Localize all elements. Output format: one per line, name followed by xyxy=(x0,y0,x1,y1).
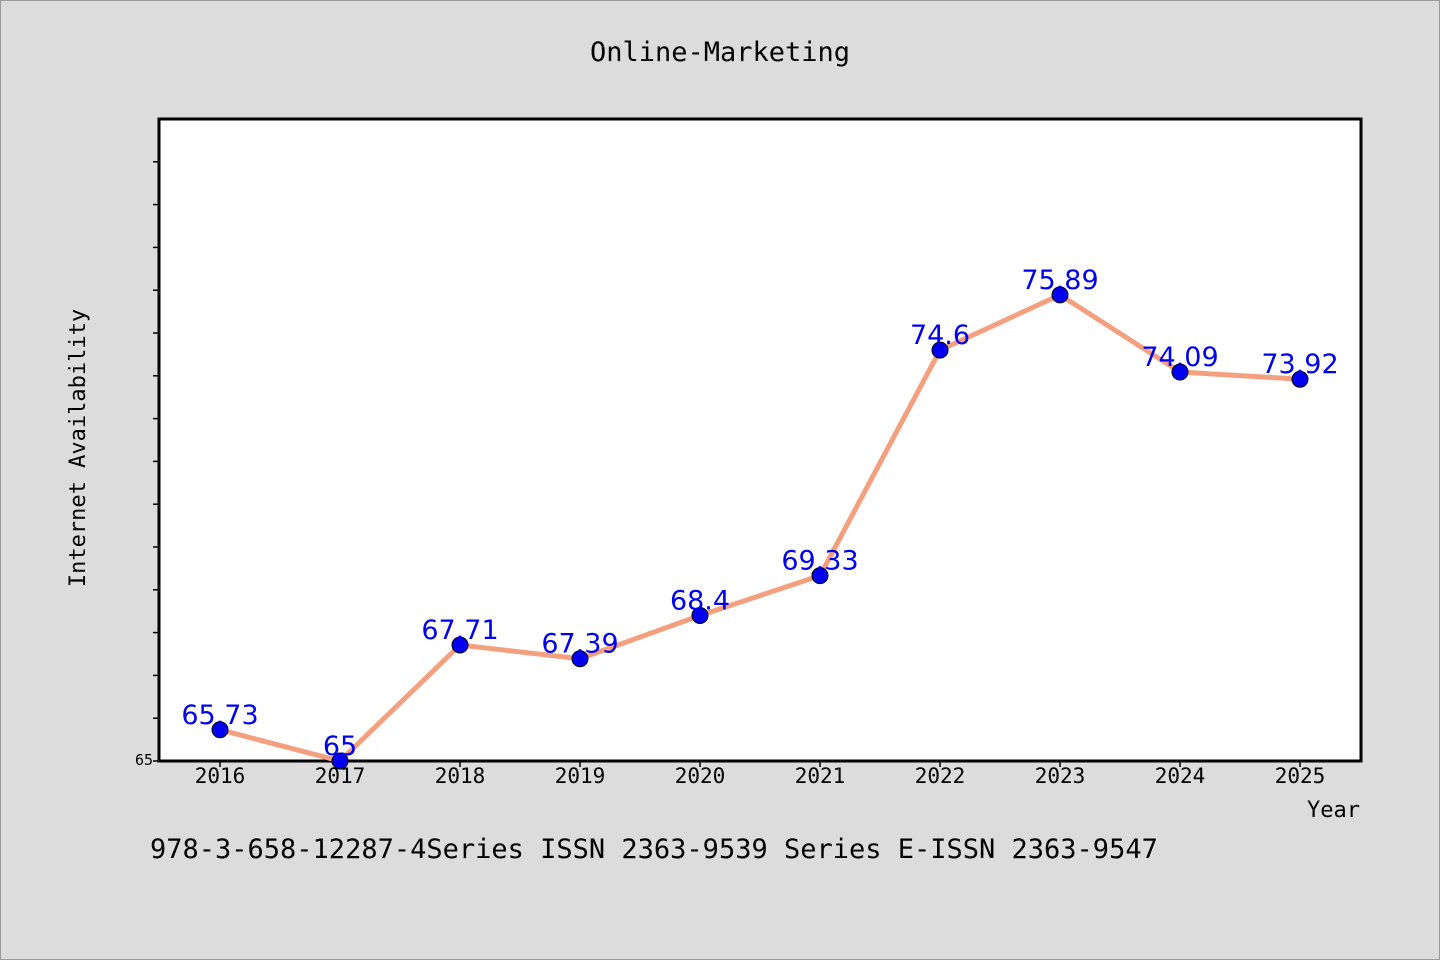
x-tick-label: 2023 xyxy=(1035,764,1086,788)
data-label: 75.89 xyxy=(1021,265,1098,296)
data-point xyxy=(331,752,349,770)
data-label: 65.73 xyxy=(181,700,258,731)
y-axis-label: Internet Availability xyxy=(66,309,91,587)
data-point xyxy=(691,606,709,624)
x-axis-label: Year xyxy=(1307,798,1360,823)
x-axis-ticks: 2016 2017 2018 2019 2020 2021 2022 2023 2024 2025 xyxy=(195,761,1326,788)
data-label: 73.92 xyxy=(1261,349,1338,380)
data-point xyxy=(571,650,589,668)
x-tick-label: 2021 xyxy=(795,764,846,788)
series-layer: 65.73 65 67.71 67.39 68.4 69.33 74.6 75.89 74.09… xyxy=(181,265,1339,770)
footer-isbn: 978-3-658-12287-4Series ISSN 2363-9539 S… xyxy=(150,834,1158,865)
x-tick-label: 2018 xyxy=(435,764,486,788)
data-label: 74.6 xyxy=(910,320,970,351)
x-tick-label: 2019 xyxy=(555,764,606,788)
x-tick-label: 2025 xyxy=(1275,764,1326,788)
plot-area xyxy=(157,117,1363,763)
y-tick-label: 65 xyxy=(135,751,153,769)
series-line xyxy=(217,292,1303,764)
x-tick-label: 2022 xyxy=(915,764,966,788)
data-label: 74.09 xyxy=(1141,342,1218,373)
data-point xyxy=(211,721,229,739)
data-point xyxy=(1051,286,1069,304)
data-label: 67.39 xyxy=(541,629,618,660)
x-tick-label: 2024 xyxy=(1155,764,1206,788)
x-tick-label: 2020 xyxy=(675,764,726,788)
data-point xyxy=(451,636,469,654)
x-tick-label: 2016 xyxy=(195,764,246,788)
data-point xyxy=(1171,363,1189,381)
data-point xyxy=(931,341,949,359)
data-label: 69.33 xyxy=(781,546,858,577)
data-point xyxy=(811,567,829,585)
data-label: 67.71 xyxy=(421,615,498,646)
data-label: 65 xyxy=(323,731,357,762)
y-axis-ticks: 65 xyxy=(135,161,159,769)
chart-title: Online-Marketing xyxy=(590,37,850,68)
data-point xyxy=(1291,370,1309,388)
data-label: 68.4 xyxy=(670,585,730,616)
